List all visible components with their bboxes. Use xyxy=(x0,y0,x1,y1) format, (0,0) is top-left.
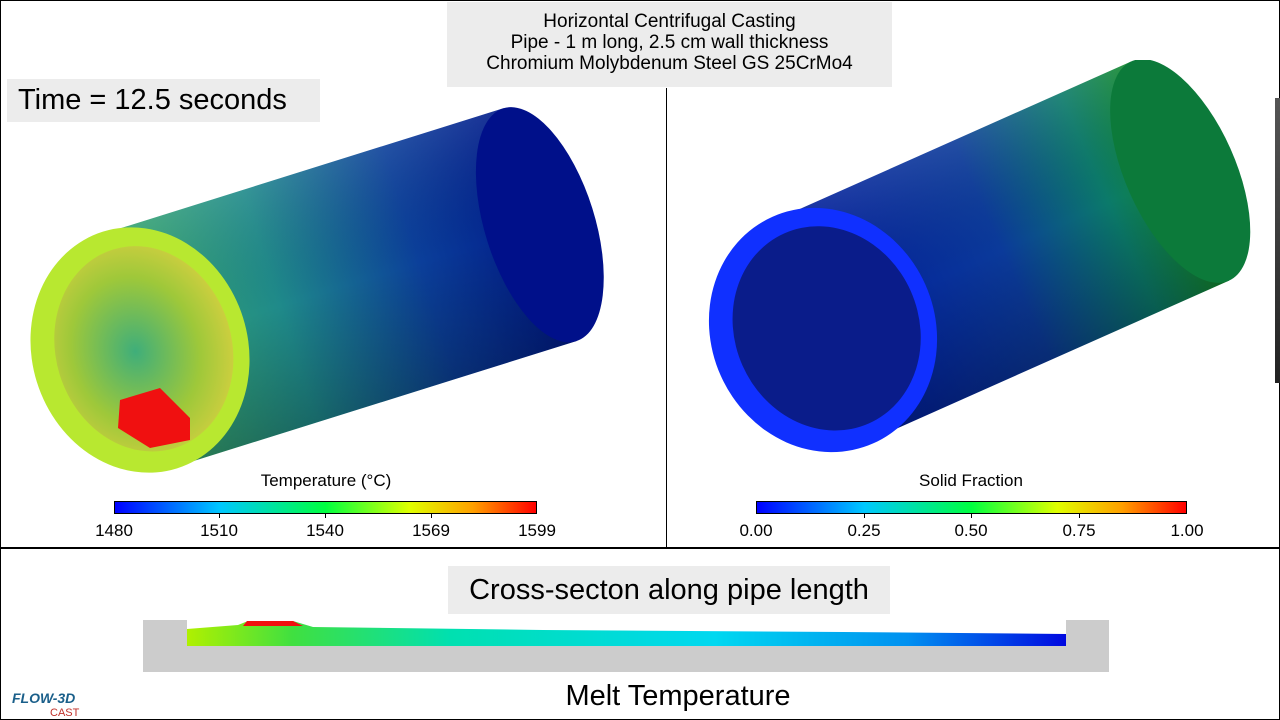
temperature-colorbar-title: Temperature (°C) xyxy=(260,471,392,490)
tick-label: 0.25 xyxy=(847,521,881,540)
cross-section-caption: Melt Temperature xyxy=(565,680,791,712)
temperature-pipe-render xyxy=(30,107,604,473)
solid-fraction-colorbar: 0.00 0.25 0.50 0.75 1.00 xyxy=(739,501,1204,540)
hot-melt-spot xyxy=(243,621,303,626)
tick-label: 1480 xyxy=(95,521,133,540)
header-title-box: Horizontal Centrifugal Casting Pipe - 1 … xyxy=(447,2,892,87)
melt-layer xyxy=(187,621,1066,646)
header-line-2: Pipe - 1 m long, 2.5 cm wall thickness xyxy=(510,32,829,53)
hot-melt-pool xyxy=(118,388,190,448)
tick-label: 0.50 xyxy=(954,521,988,540)
tick-mark xyxy=(864,513,865,518)
horizontal-divider xyxy=(0,547,1280,549)
header-line-1: Horizontal Centrifugal Casting xyxy=(543,11,796,32)
tick-mark xyxy=(1079,513,1080,518)
flow3d-logo-sub: CAST xyxy=(50,707,80,719)
tick-label: 1510 xyxy=(200,521,238,540)
temperature-colorbar: 1480 1510 1540 1569 1599 xyxy=(95,501,556,540)
tick-mark xyxy=(325,513,326,518)
header-line-3: Chromium Molybdenum Steel GS 25CrMo4 xyxy=(486,53,853,74)
pipe-inner-surface xyxy=(732,226,921,431)
solid-fraction-pipe-render xyxy=(708,60,1251,453)
pipe-far-end xyxy=(475,107,604,343)
cross-section-title: Cross-secton along pipe length xyxy=(448,566,890,614)
tick-label: 1.00 xyxy=(1170,521,1204,540)
tick-mark xyxy=(431,513,432,518)
tick-label: 0.75 xyxy=(1062,521,1096,540)
tick-label: 1599 xyxy=(518,521,556,540)
tick-label: 0.00 xyxy=(739,521,773,540)
cross-section-render xyxy=(143,620,1109,672)
solid-fraction-colorbar-title: Solid Fraction xyxy=(919,471,1023,490)
vertical-divider xyxy=(666,88,667,547)
flow3d-logo: FLOW-3D xyxy=(12,690,76,706)
tick-label: 1540 xyxy=(306,521,344,540)
pipe-inner-surface xyxy=(54,246,234,452)
side-strip xyxy=(1275,98,1280,383)
tick-mark xyxy=(219,513,220,518)
time-label: Time = 12.5 seconds xyxy=(7,79,320,122)
pipe-far-end xyxy=(1110,60,1251,283)
tick-label: 1569 xyxy=(412,521,450,540)
tick-mark xyxy=(971,513,972,518)
